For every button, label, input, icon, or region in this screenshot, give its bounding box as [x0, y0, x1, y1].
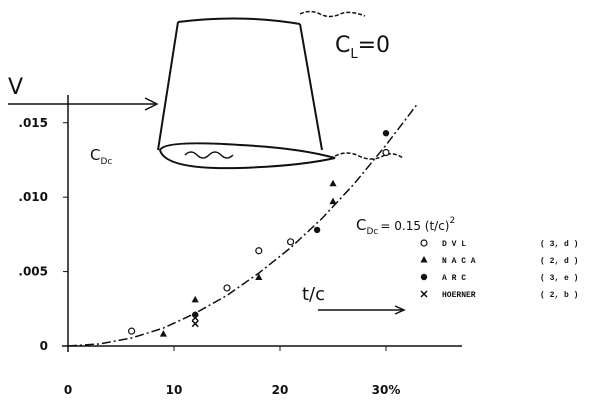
legend-ref: ( 2, b ) — [540, 291, 578, 300]
x-tick-label: 20 — [272, 383, 289, 397]
formula-annotation: CDc = 0.15 (t/c)2 — [356, 216, 455, 237]
x-tick-label: 30% — [372, 383, 401, 397]
x-label-arrow — [318, 305, 406, 315]
point — [159, 330, 167, 337]
legend-ref: ( 3, e ) — [540, 274, 578, 283]
legend-marker — [420, 273, 428, 281]
formula-power: 2 — [450, 216, 456, 226]
y-label-main: C — [90, 146, 100, 164]
legend-name: D V L — [442, 240, 466, 249]
flow-label: V — [8, 75, 23, 100]
point — [255, 247, 263, 255]
x-tick-label: 10 — [166, 383, 183, 397]
point — [191, 320, 199, 328]
legend-name: N A C A — [442, 257, 476, 266]
legend-ref: ( 2, d ) — [540, 257, 578, 266]
formula-rest: = 0.15 (t/c) — [380, 219, 449, 233]
point — [223, 284, 231, 292]
fit-curve — [67, 102, 419, 347]
point — [382, 148, 390, 157]
point — [329, 197, 337, 205]
y-axis-label: CDc — [90, 146, 112, 167]
legend-name: HOERNER — [442, 291, 476, 300]
point — [191, 314, 199, 322]
point — [313, 226, 321, 234]
point — [287, 238, 295, 246]
lift-eq: =0 — [358, 33, 390, 58]
point — [329, 179, 337, 187]
legend-name: A R C — [442, 274, 466, 283]
y-tick-label: 0 — [40, 339, 48, 353]
point — [382, 129, 390, 137]
lift-label: CL=0 — [335, 33, 390, 62]
formula-sub: Dc — [366, 227, 378, 237]
wing-diagram — [8, 10, 404, 170]
legend-marker — [420, 290, 428, 298]
legend-marker — [420, 239, 428, 247]
point — [255, 273, 263, 281]
point — [191, 295, 199, 303]
y-tick-label: .010 — [18, 190, 48, 204]
formula-c: C — [356, 216, 366, 234]
legend-marker — [420, 256, 428, 263]
x-axis-label: t/c — [302, 284, 325, 305]
x-tick-label: 0 — [64, 383, 72, 397]
lift-sub: L — [350, 47, 358, 62]
y-label-sub: Dc — [100, 157, 112, 167]
y-tick-label: .005 — [18, 265, 48, 279]
legend-ref: ( 3, d ) — [540, 240, 578, 249]
y-tick-label: .015 — [18, 116, 48, 130]
lift-c: C — [335, 33, 350, 58]
point — [128, 327, 136, 335]
